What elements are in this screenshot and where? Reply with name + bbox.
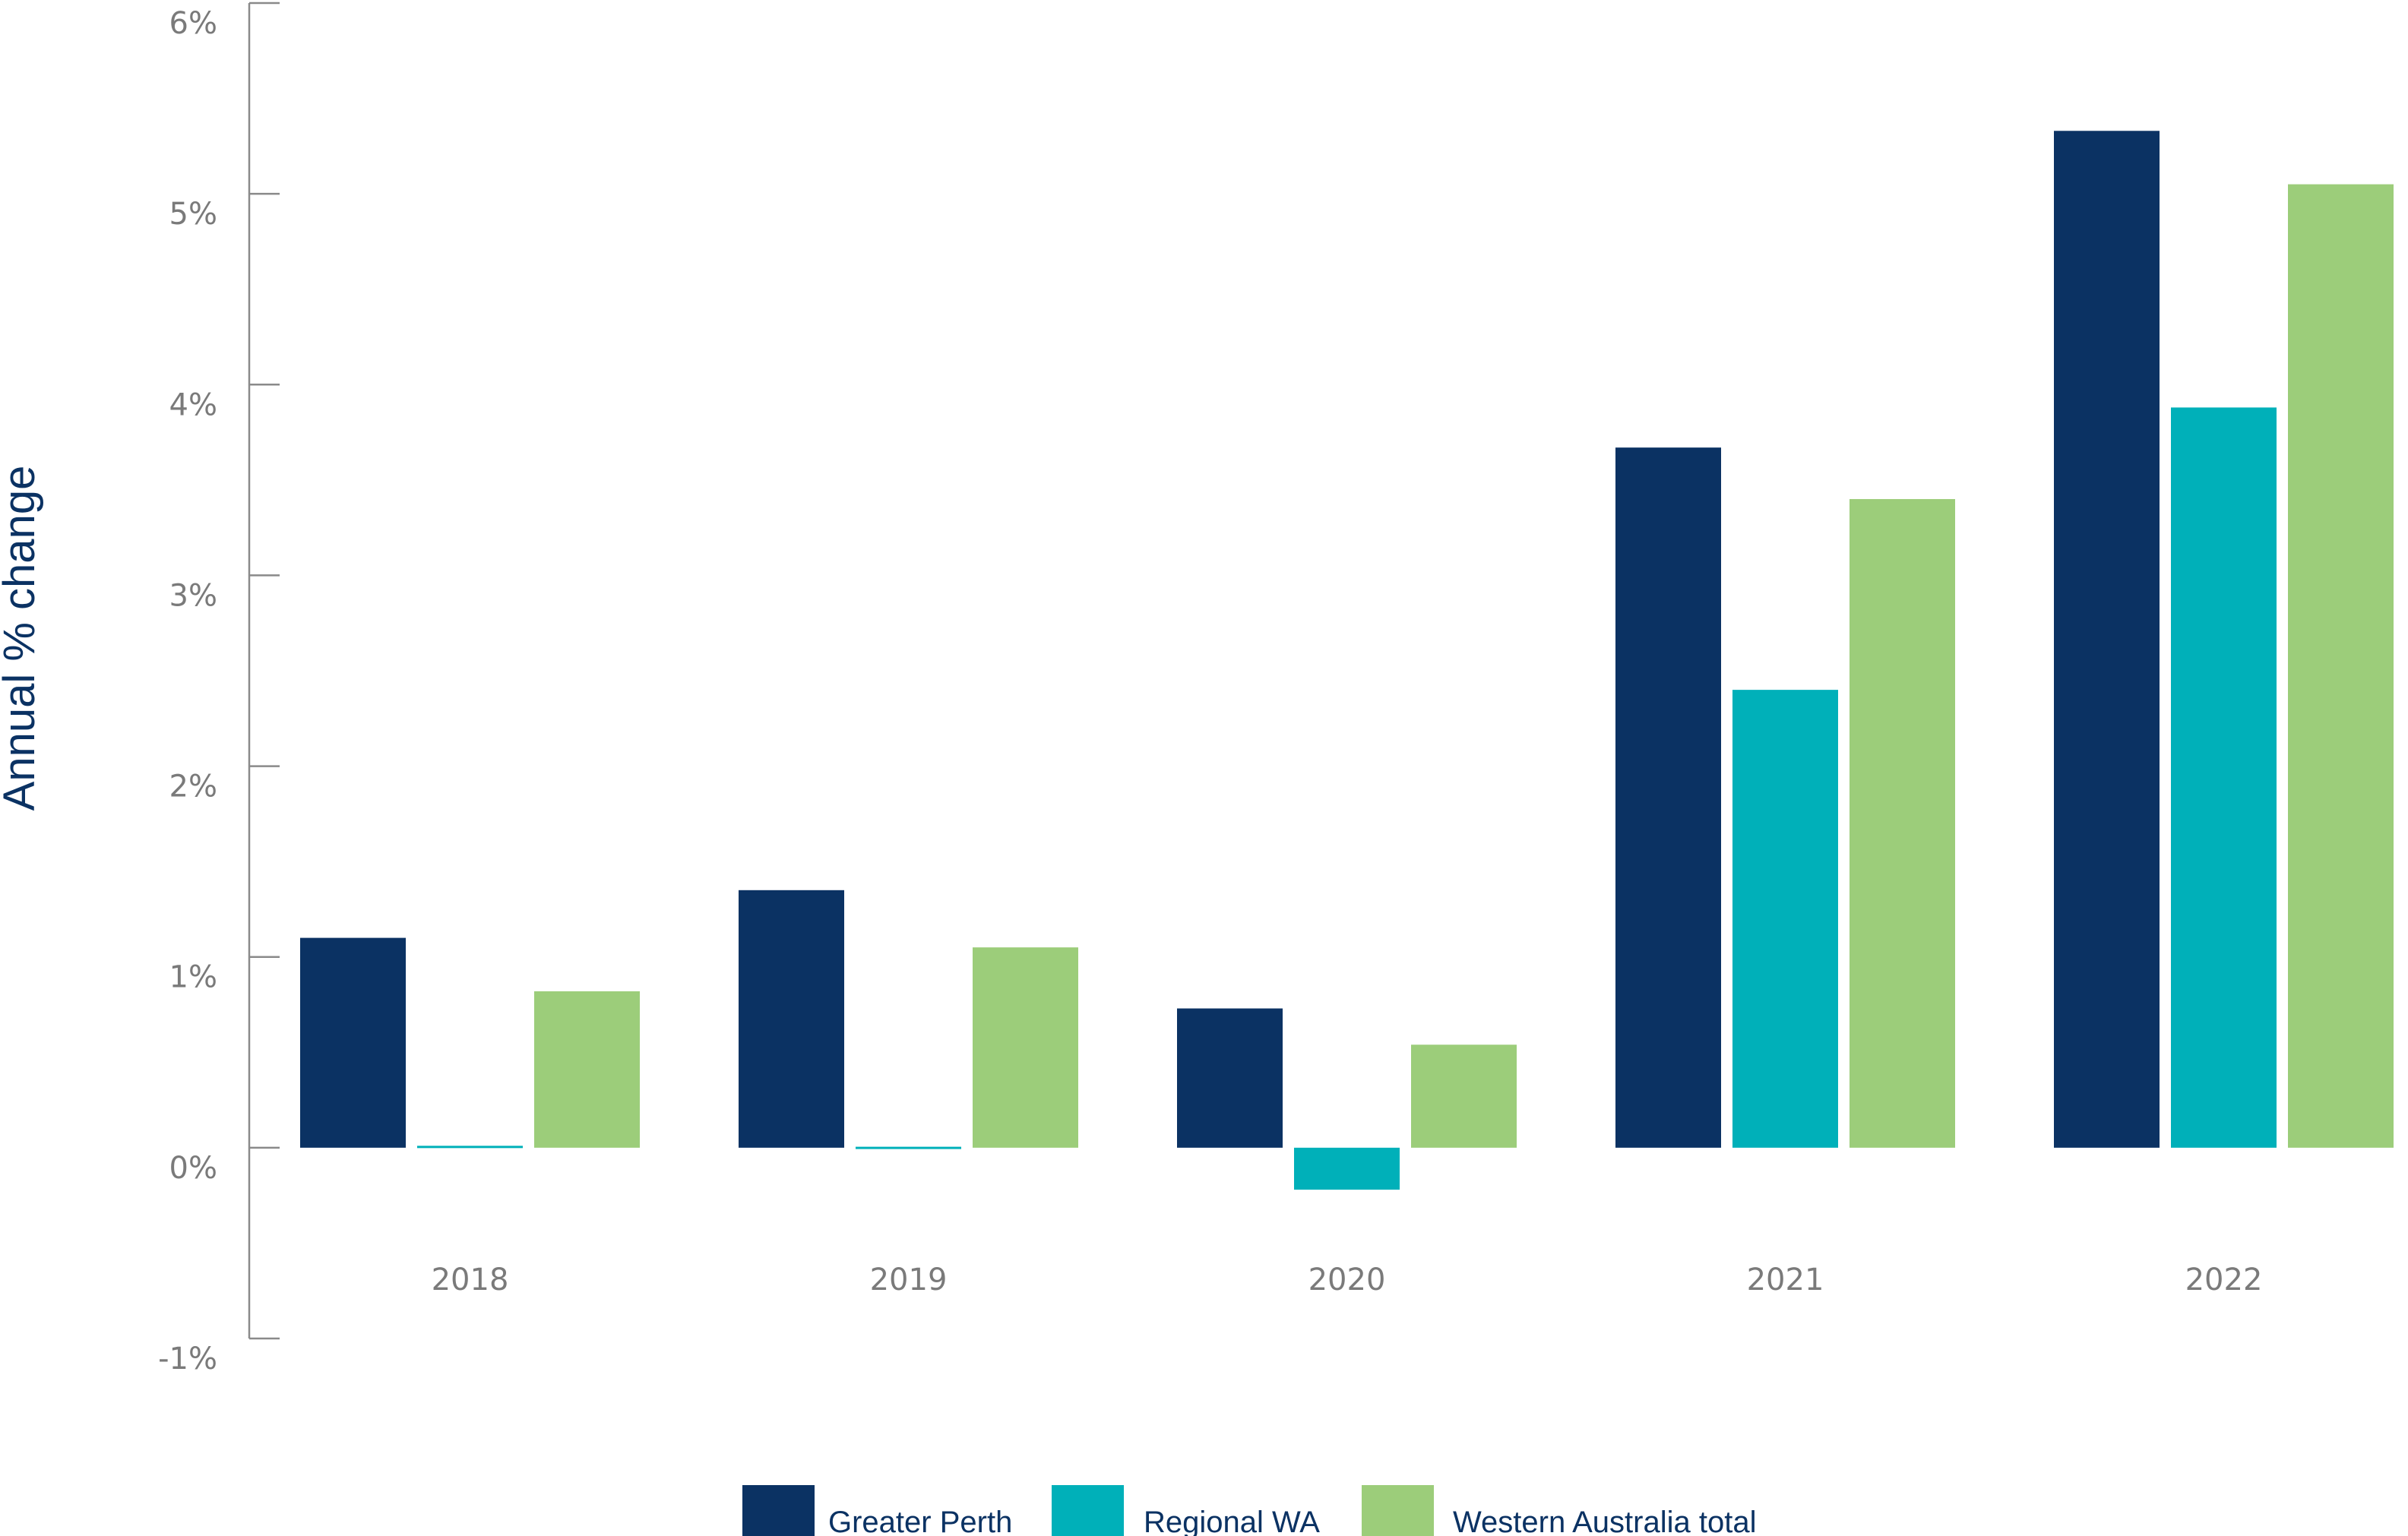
legend-swatch-greater-perth — [742, 1485, 815, 1536]
bar-regional-wa-2019 — [856, 1146, 961, 1149]
y-ticks: -1% 0% 1% 2% 3% 4% 5% 6% — [158, 2, 280, 1376]
legend-swatch-regional-wa — [1052, 1485, 1124, 1536]
y-tick-label: 0% — [169, 1151, 217, 1186]
x-tick-label: 2021 — [1747, 1263, 1824, 1297]
y-tick-label: 4% — [169, 387, 217, 422]
x-tick-labels: 2018 2019 2020 2021 2022 — [432, 1263, 2263, 1297]
y-axis-title: Annual % change — [0, 466, 44, 811]
y-tick-label: 3% — [169, 578, 217, 613]
bar-greater-perth-2021 — [1615, 447, 1721, 1148]
bar-western-australia-total-2018 — [534, 991, 640, 1148]
legend-label: Western Australia total — [1453, 1506, 1756, 1536]
x-tick-label: 2018 — [432, 1263, 509, 1297]
bar-greater-perth-2022 — [2054, 131, 2160, 1148]
bar-western-australia-total-2020 — [1411, 1045, 1517, 1148]
y-tick-label: -1% — [158, 1342, 217, 1376]
x-tick-label: 2020 — [1308, 1263, 1386, 1297]
bars — [300, 131, 2394, 1190]
bar-western-australia-total-2021 — [1850, 498, 1955, 1148]
bar-greater-perth-2020 — [1177, 1008, 1283, 1148]
bar-greater-perth-2018 — [300, 937, 406, 1148]
x-tick-label: 2019 — [870, 1263, 948, 1297]
y-tick-label: 5% — [169, 197, 217, 232]
bar-regional-wa-2022 — [2171, 407, 2277, 1148]
legend-label: Greater Perth — [828, 1506, 1012, 1536]
legend: Greater Perth Regional WA Western Australi… — [742, 1485, 1756, 1536]
y-tick-label: 2% — [169, 770, 217, 804]
legend-swatch-western-australia-total — [1362, 1485, 1434, 1536]
bar-western-australia-total-2019 — [973, 947, 1078, 1148]
y-tick-label: 6% — [169, 6, 217, 41]
bar-regional-wa-2018 — [417, 1146, 523, 1149]
bar-western-australia-total-2022 — [2288, 184, 2394, 1148]
y-tick-label: 1% — [169, 960, 217, 995]
x-tick-label: 2022 — [2185, 1263, 2263, 1297]
bar-regional-wa-2021 — [1732, 690, 1838, 1148]
bar-regional-wa-2020 — [1294, 1147, 1400, 1190]
bar-greater-perth-2019 — [739, 890, 844, 1148]
legend-label: Regional WA — [1144, 1506, 1320, 1536]
